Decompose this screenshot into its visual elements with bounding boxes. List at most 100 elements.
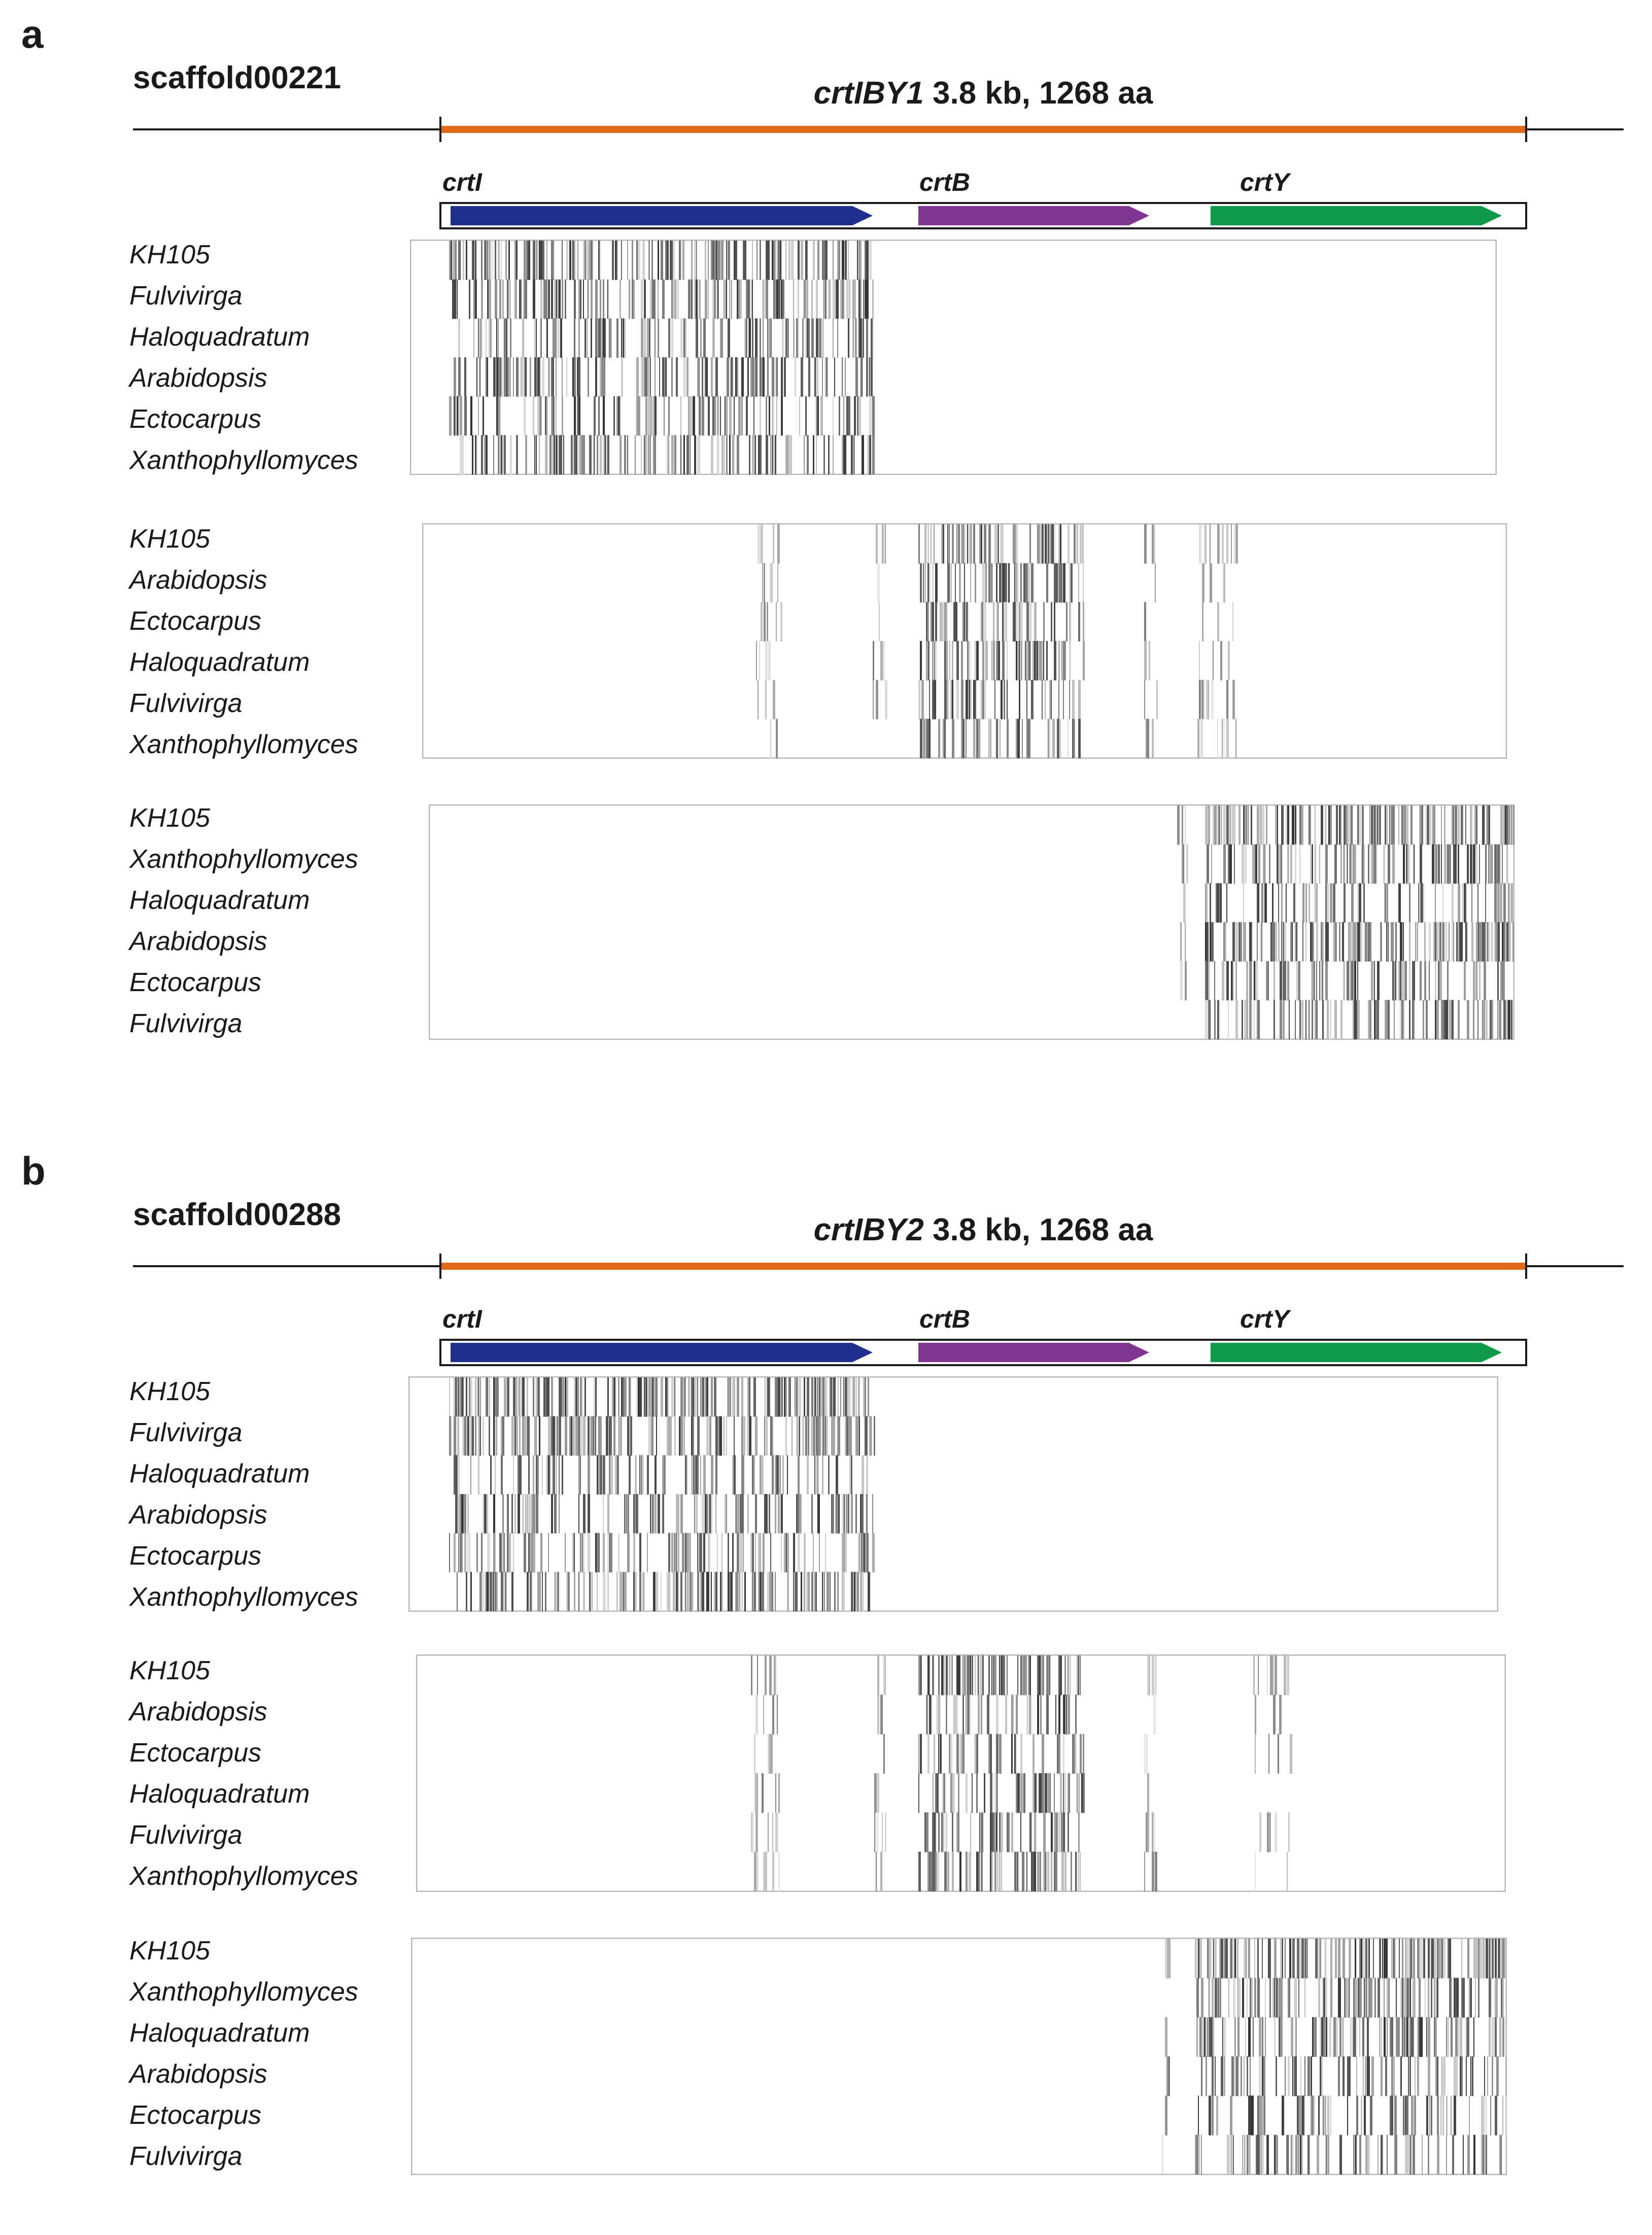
gene-title: crtIBY2 3.8 kb, 1268 aa (440, 1212, 1526, 1248)
alignment-bar (833, 279, 835, 319)
alignment-bar (1201, 2017, 1202, 2057)
alignment-bar (1356, 2095, 1358, 2136)
alignment-bar (621, 318, 622, 358)
alignment-bar (715, 1572, 717, 1611)
alignment-bar (527, 1416, 529, 1456)
alignment-bar (1303, 2095, 1304, 2136)
alignment-bar (784, 1377, 786, 1417)
alignment-bar (1471, 883, 1472, 923)
alignment-bar (823, 435, 825, 475)
alignment-bar (946, 602, 947, 641)
alignment-bar (970, 680, 972, 720)
alignment-bar (952, 719, 954, 758)
alignment-bar (1231, 1939, 1232, 1979)
alignment-bar (807, 1572, 809, 1611)
alignment-bar (967, 1655, 970, 1696)
alignment-bar (1367, 1939, 1368, 1979)
alignment-bar (1224, 1939, 1226, 1979)
alignment-bar (1423, 883, 1424, 923)
alignment-bar (777, 563, 778, 603)
alignment-bar (1435, 2017, 1437, 2057)
alignment-bar (676, 1533, 677, 1573)
alignment-bar (553, 435, 555, 475)
alignment-bar (991, 1655, 992, 1696)
alignment-bar (999, 1655, 1000, 1696)
alignment-bar (1436, 1000, 1439, 1039)
alignment-bar (574, 435, 576, 475)
alignment-bar (1207, 961, 1209, 1001)
alignment-bar (760, 1572, 762, 1611)
alignment-bar (1455, 844, 1457, 884)
alignment-bar (751, 1655, 752, 1696)
alignment-bar (950, 563, 952, 603)
alignment-bar (653, 279, 656, 319)
alignment-bar (1260, 2095, 1263, 2136)
alignment-bar (595, 1416, 596, 1456)
alignment-bar (776, 1455, 779, 1495)
alignment-bar (991, 1812, 993, 1852)
alignment-bar (811, 318, 814, 358)
alignment-bar (1315, 805, 1316, 845)
alignment-bar (754, 1773, 755, 1813)
alignment-bar (1013, 524, 1015, 564)
alignment-bar (575, 435, 577, 475)
alignment-bar (1274, 2017, 1276, 2057)
alignment-bar (943, 1655, 944, 1696)
alignment-bar (1233, 1939, 1235, 1979)
alignment-bar (1064, 1773, 1065, 1813)
alignment-bar (647, 357, 648, 397)
alignment-bar (501, 1455, 503, 1495)
alignment-bar (560, 435, 562, 475)
alignment-bar (528, 1416, 530, 1456)
alignment-bar (793, 1533, 795, 1573)
alignment-bar (953, 1773, 955, 1813)
alignment-bar (1304, 1939, 1306, 1979)
alignment-bar (1410, 805, 1413, 845)
alignment-bar (717, 435, 719, 475)
alignment-bar (725, 396, 726, 436)
alignment-bar (667, 435, 669, 475)
alignment-bar (823, 1572, 825, 1611)
alignment-bar (1219, 805, 1220, 845)
alignment-bar (918, 680, 920, 720)
alignment-bar (1049, 1773, 1051, 1813)
alignment-bar (958, 1773, 959, 1813)
alignment-bar (543, 1377, 545, 1417)
alignment-bar (1005, 1695, 1007, 1735)
alignment-bar (1026, 641, 1027, 681)
alignment-bar (534, 435, 535, 475)
alignment-bar (1454, 2056, 1455, 2096)
alignment-bar (1357, 1000, 1360, 1039)
alignment-bar (578, 1455, 580, 1495)
alignment-bar (938, 1734, 939, 1774)
alignment-bar (1407, 844, 1409, 884)
alignment-bar (843, 1377, 844, 1417)
alignment-bar (816, 279, 818, 319)
alignment-bar (1362, 2056, 1364, 2096)
alignment-bar (876, 1851, 877, 1891)
alignment-bar (519, 1377, 520, 1417)
alignment-bar (516, 1377, 517, 1417)
alignment-bar (777, 524, 780, 564)
alignment-bar (1255, 844, 1257, 884)
alignment-bar (848, 396, 850, 436)
alignment-bar (1311, 2056, 1312, 2096)
alignment-bar (575, 1416, 577, 1456)
alignment-bar (648, 318, 650, 358)
alignment-bar (1210, 883, 1211, 923)
alignment-bar (1441, 805, 1442, 845)
alignment-bar (556, 1455, 557, 1495)
alignment-bar (767, 241, 770, 280)
alignment-bar (1063, 641, 1064, 681)
alignment-bar (843, 1572, 845, 1611)
alignment-bar (1476, 805, 1477, 845)
alignment-bar (686, 1455, 687, 1495)
alignment-bar (598, 1455, 600, 1495)
alignment-bar (985, 563, 987, 603)
alignment-bar (744, 241, 746, 280)
alignment-bar (1265, 1978, 1266, 2018)
alignment-bar (927, 602, 929, 641)
alignment-bar (842, 1494, 843, 1534)
alignment-bar (1225, 1939, 1228, 1979)
scaffold-label: scaffold00221 (133, 60, 341, 95)
